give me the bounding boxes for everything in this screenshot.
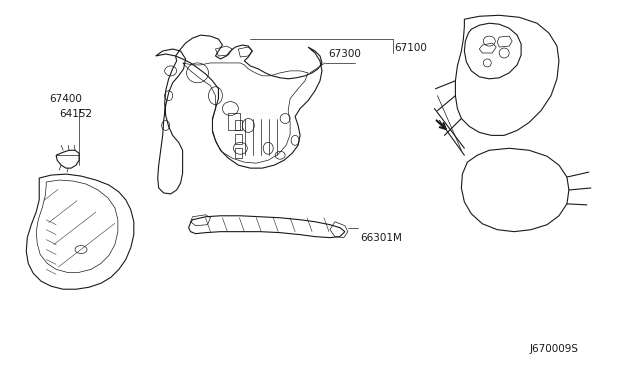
Text: 66301M: 66301M (360, 232, 402, 243)
Text: J670009S: J670009S (529, 344, 579, 354)
Text: 64152: 64152 (59, 109, 92, 119)
Text: 67100: 67100 (395, 43, 428, 53)
Text: 67300: 67300 (328, 49, 361, 59)
Text: 67400: 67400 (49, 94, 82, 104)
